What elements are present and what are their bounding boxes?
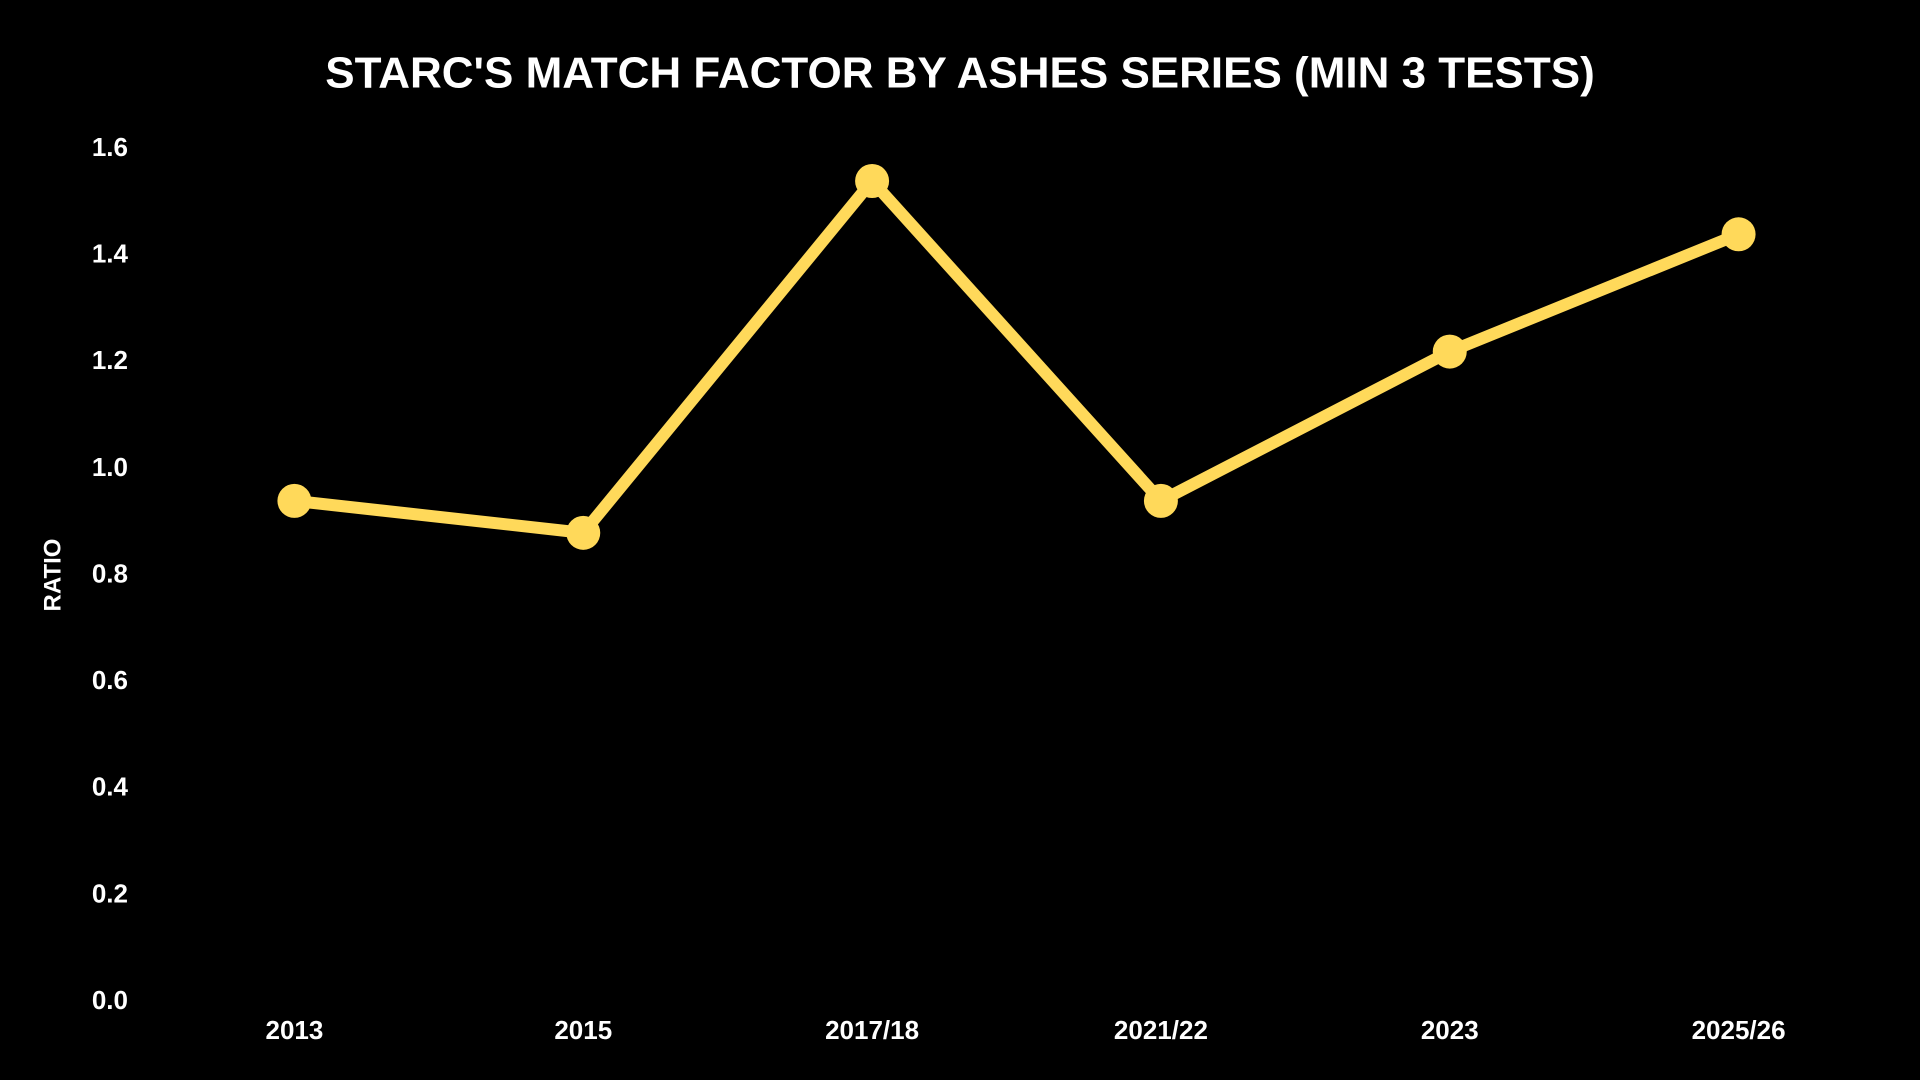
y-tick-label: 0.4 <box>92 772 129 802</box>
x-tick-label: 2023 <box>1421 1015 1479 1045</box>
y-axis-label: RATIO <box>39 539 66 612</box>
x-tick-label: 2017/18 <box>825 1015 919 1045</box>
x-tick-label: 2015 <box>554 1015 612 1045</box>
data-point <box>1721 217 1756 252</box>
chart-title: STARC'S MATCH FACTOR BY ASHES SERIES (MI… <box>325 49 1594 98</box>
y-tick-label: 0.0 <box>92 985 128 1015</box>
data-point <box>277 483 312 518</box>
y-tick-label: 0.2 <box>92 878 128 908</box>
y-tick-label: 1.2 <box>92 345 128 375</box>
data-point <box>1143 483 1178 518</box>
data-point <box>855 163 890 198</box>
y-tick-label: 0.6 <box>92 665 128 695</box>
y-tick-label: 1.6 <box>92 132 128 162</box>
y-tick-label: 1.4 <box>92 239 129 269</box>
data-point <box>566 515 601 550</box>
x-tick-label: 2021/22 <box>1114 1015 1208 1045</box>
x-tick-label: 2025/26 <box>1692 1015 1786 1045</box>
data-point <box>1432 334 1467 369</box>
x-tick-label: 2013 <box>265 1015 323 1045</box>
y-tick-label: 0.8 <box>92 558 128 588</box>
y-tick-label: 1.0 <box>92 452 128 482</box>
data-line <box>288 174 1745 539</box>
